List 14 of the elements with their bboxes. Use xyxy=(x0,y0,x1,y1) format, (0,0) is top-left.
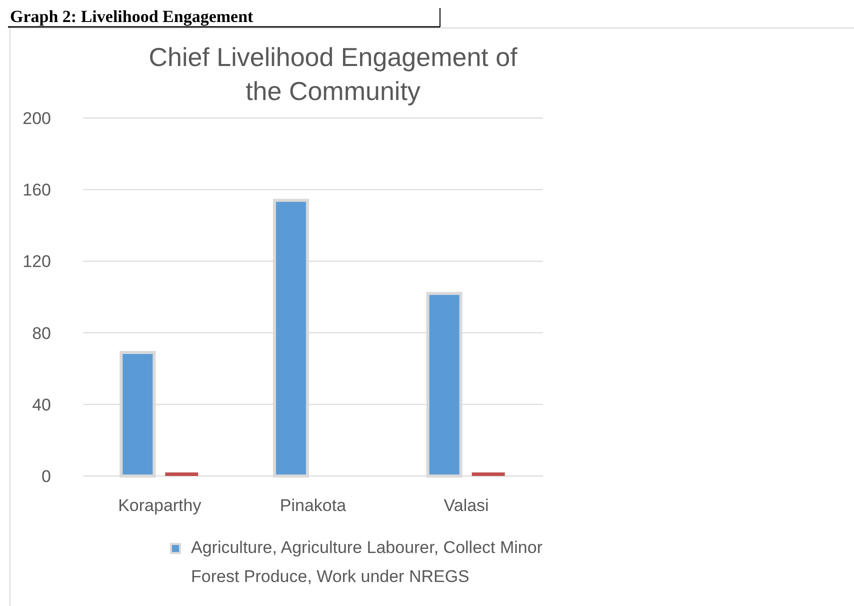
bar xyxy=(472,472,505,476)
y-tick-label: 160 xyxy=(22,180,51,200)
x-tick-label: Pinakota xyxy=(280,496,347,515)
legend-label: Agriculture, Agriculture Labourer, Collect Minor Forest Produce, Work under NREGS xyxy=(191,538,543,586)
y-tick-label: 0 xyxy=(42,467,51,486)
y-tick-label: 80 xyxy=(32,324,51,343)
x-tick-label: Valasi xyxy=(444,496,489,515)
chart-title: Chief Livelihood Engagement of the Community xyxy=(148,42,518,106)
y-tick-label: 200 xyxy=(22,109,51,128)
caption: Graph 2: Livelihood Engagement xyxy=(10,7,254,26)
bar xyxy=(165,472,198,476)
x-tick-label: Koraparthy xyxy=(118,496,202,515)
y-tick-label: 120 xyxy=(22,252,51,272)
y-tick-label: 40 xyxy=(32,395,51,414)
